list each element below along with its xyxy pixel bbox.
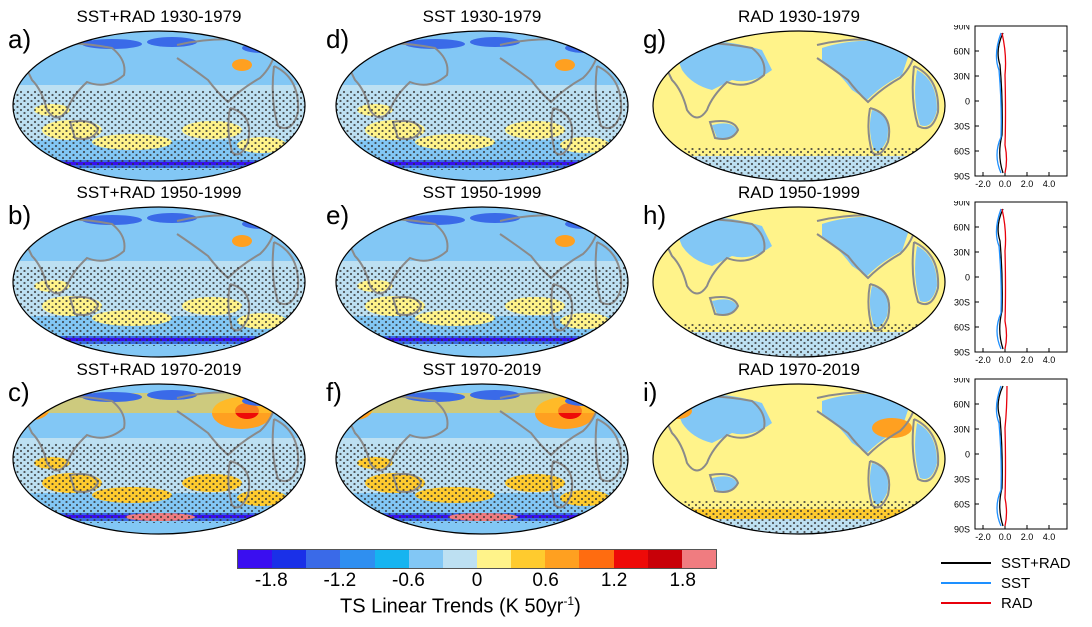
- zonal-mean-profile: 90N 60N 30N 0 30S 60S 90S -2.0 0.0 2.0 4.0: [930, 198, 1090, 381]
- y-tick-label: 60S: [954, 500, 970, 510]
- colorbar-tick-label: 0: [471, 570, 483, 591]
- trend-map: [335, 30, 629, 182]
- line-legend: SST+RAD SST RAD: [941, 553, 1091, 613]
- panel-title: RAD 1950-1999: [738, 183, 860, 202]
- x-tick-label: 2.0: [1021, 355, 1034, 365]
- colorbar-swatch: [238, 550, 273, 568]
- panel-letter: h): [643, 200, 667, 230]
- x-tick-label: -2.0: [975, 179, 991, 189]
- y-tick-label: 30N: [953, 425, 970, 435]
- colorbar-tick-label: 0.6: [532, 570, 559, 591]
- colorbar-tick-label: -0.6: [392, 570, 425, 591]
- panel-letter: b): [8, 200, 32, 230]
- y-tick-label: 30S: [954, 298, 970, 308]
- x-tick-label: 0.0: [999, 532, 1012, 542]
- x-tick-label: 4.0: [1043, 355, 1056, 365]
- trend-map: [335, 206, 629, 358]
- trend-map: [12, 30, 306, 182]
- y-tick-label: 60N: [953, 223, 970, 233]
- legend-label: SST: [1001, 574, 1031, 592]
- x-tick-label: -2.0: [975, 532, 991, 542]
- y-tick-label: 90N: [953, 201, 970, 208]
- colorbar-swatch: [579, 550, 614, 568]
- y-tick-label: 30N: [953, 72, 970, 82]
- y-tick-label: 30N: [953, 248, 970, 258]
- y-tick-label: 60S: [954, 147, 970, 157]
- x-tick-label: 2.0: [1021, 179, 1034, 189]
- panel-title: RAD 1970-2019: [738, 360, 860, 379]
- y-tick-label: 0: [965, 97, 970, 107]
- y-tick-label: 90S: [954, 172, 970, 182]
- panel-letter: g): [643, 24, 667, 54]
- y-tick-label: 90S: [954, 348, 970, 358]
- panel-title: SST 1930-1979: [422, 7, 542, 26]
- colorbar-swatch: [306, 550, 341, 568]
- x-tick-label: -2.0: [975, 355, 991, 365]
- colorbar-swatch: [340, 550, 375, 568]
- colorbar-swatch: [511, 550, 546, 568]
- colorbar-swatch: [374, 550, 409, 568]
- zonal-mean-profile: 90N 60N 30N 0 30S 60S 90S -2.0 0.0 2.0 4.0: [930, 22, 1090, 205]
- y-tick-label: 60N: [953, 47, 970, 57]
- colorbar: [237, 549, 717, 569]
- trend-map: [12, 206, 306, 358]
- legend-line-swatch: [941, 562, 991, 564]
- y-tick-label: 0: [965, 273, 970, 283]
- colorbar-tick-label: 1.2: [600, 570, 628, 591]
- y-tick-label: 30S: [954, 122, 970, 132]
- legend-entry: SST: [941, 573, 1091, 593]
- x-tick-label: 0.0: [999, 179, 1012, 189]
- panel-title: SST 1950-1999: [422, 183, 542, 202]
- legend-label: RAD: [1001, 594, 1033, 612]
- colorbar-swatch: [476, 550, 512, 568]
- x-tick-label: 4.0: [1043, 179, 1056, 189]
- panel-title: SST+RAD 1930-1979: [76, 7, 242, 26]
- legend-line-swatch: [941, 602, 991, 604]
- y-tick-label: 90S: [954, 525, 970, 535]
- panel-letter: i): [643, 377, 658, 407]
- colorbar-swatch: [408, 550, 443, 568]
- colorbar-swatch: [681, 550, 716, 568]
- legend-entry: SST+RAD: [941, 553, 1091, 573]
- colorbar-swatch: [647, 550, 682, 568]
- x-tick-label: 2.0: [1021, 532, 1034, 542]
- colorbar-swatch: [613, 550, 648, 568]
- y-tick-label: 60N: [953, 400, 970, 410]
- colorbar-tick-label: -1.8: [254, 570, 288, 591]
- trend-map: [12, 383, 306, 535]
- colorbar-tick-label: -1.2: [323, 570, 357, 591]
- panel-title: SST+RAD 1950-1999: [76, 183, 242, 202]
- panel-letter: d): [326, 24, 350, 54]
- y-tick-label: 90N: [953, 378, 970, 385]
- trend-map: [335, 383, 629, 535]
- panel-title: SST 1970-2019: [422, 360, 542, 379]
- legend-entry: RAD: [941, 593, 1091, 613]
- zonal-mean-profile: 90N 60N 30N 0 30S 60S 90S -2.0 0.0 2.0 4.0: [930, 375, 1090, 558]
- trend-map: [652, 206, 946, 358]
- x-tick-label: 4.0: [1043, 532, 1056, 542]
- panel-title: SST+RAD 1970-2019: [76, 360, 242, 379]
- trend-map: [652, 383, 946, 535]
- y-tick-label: 0: [965, 450, 970, 460]
- x-tick-label: 0.0: [999, 355, 1012, 365]
- y-tick-label: 60S: [954, 323, 970, 333]
- y-tick-label: 90N: [953, 25, 970, 32]
- panel-letter: c): [8, 377, 30, 407]
- colorbar-swatch: [545, 550, 580, 568]
- panel-letter: a): [8, 24, 32, 54]
- legend-line-swatch: [941, 582, 991, 584]
- panel-letter: e): [326, 200, 350, 230]
- colorbar-tick-label: 1.8: [669, 570, 696, 591]
- panel-title: RAD 1930-1979: [738, 7, 860, 26]
- legend-label: SST+RAD: [1001, 554, 1071, 572]
- panel-letter: f): [326, 377, 342, 407]
- y-tick-label: 30S: [954, 475, 970, 485]
- colorbar-swatch: [442, 550, 477, 568]
- trend-map: [652, 30, 946, 182]
- colorbar-title: TS Linear Trends (K 50yr-1): [340, 594, 581, 618]
- colorbar-swatch: [272, 550, 307, 568]
